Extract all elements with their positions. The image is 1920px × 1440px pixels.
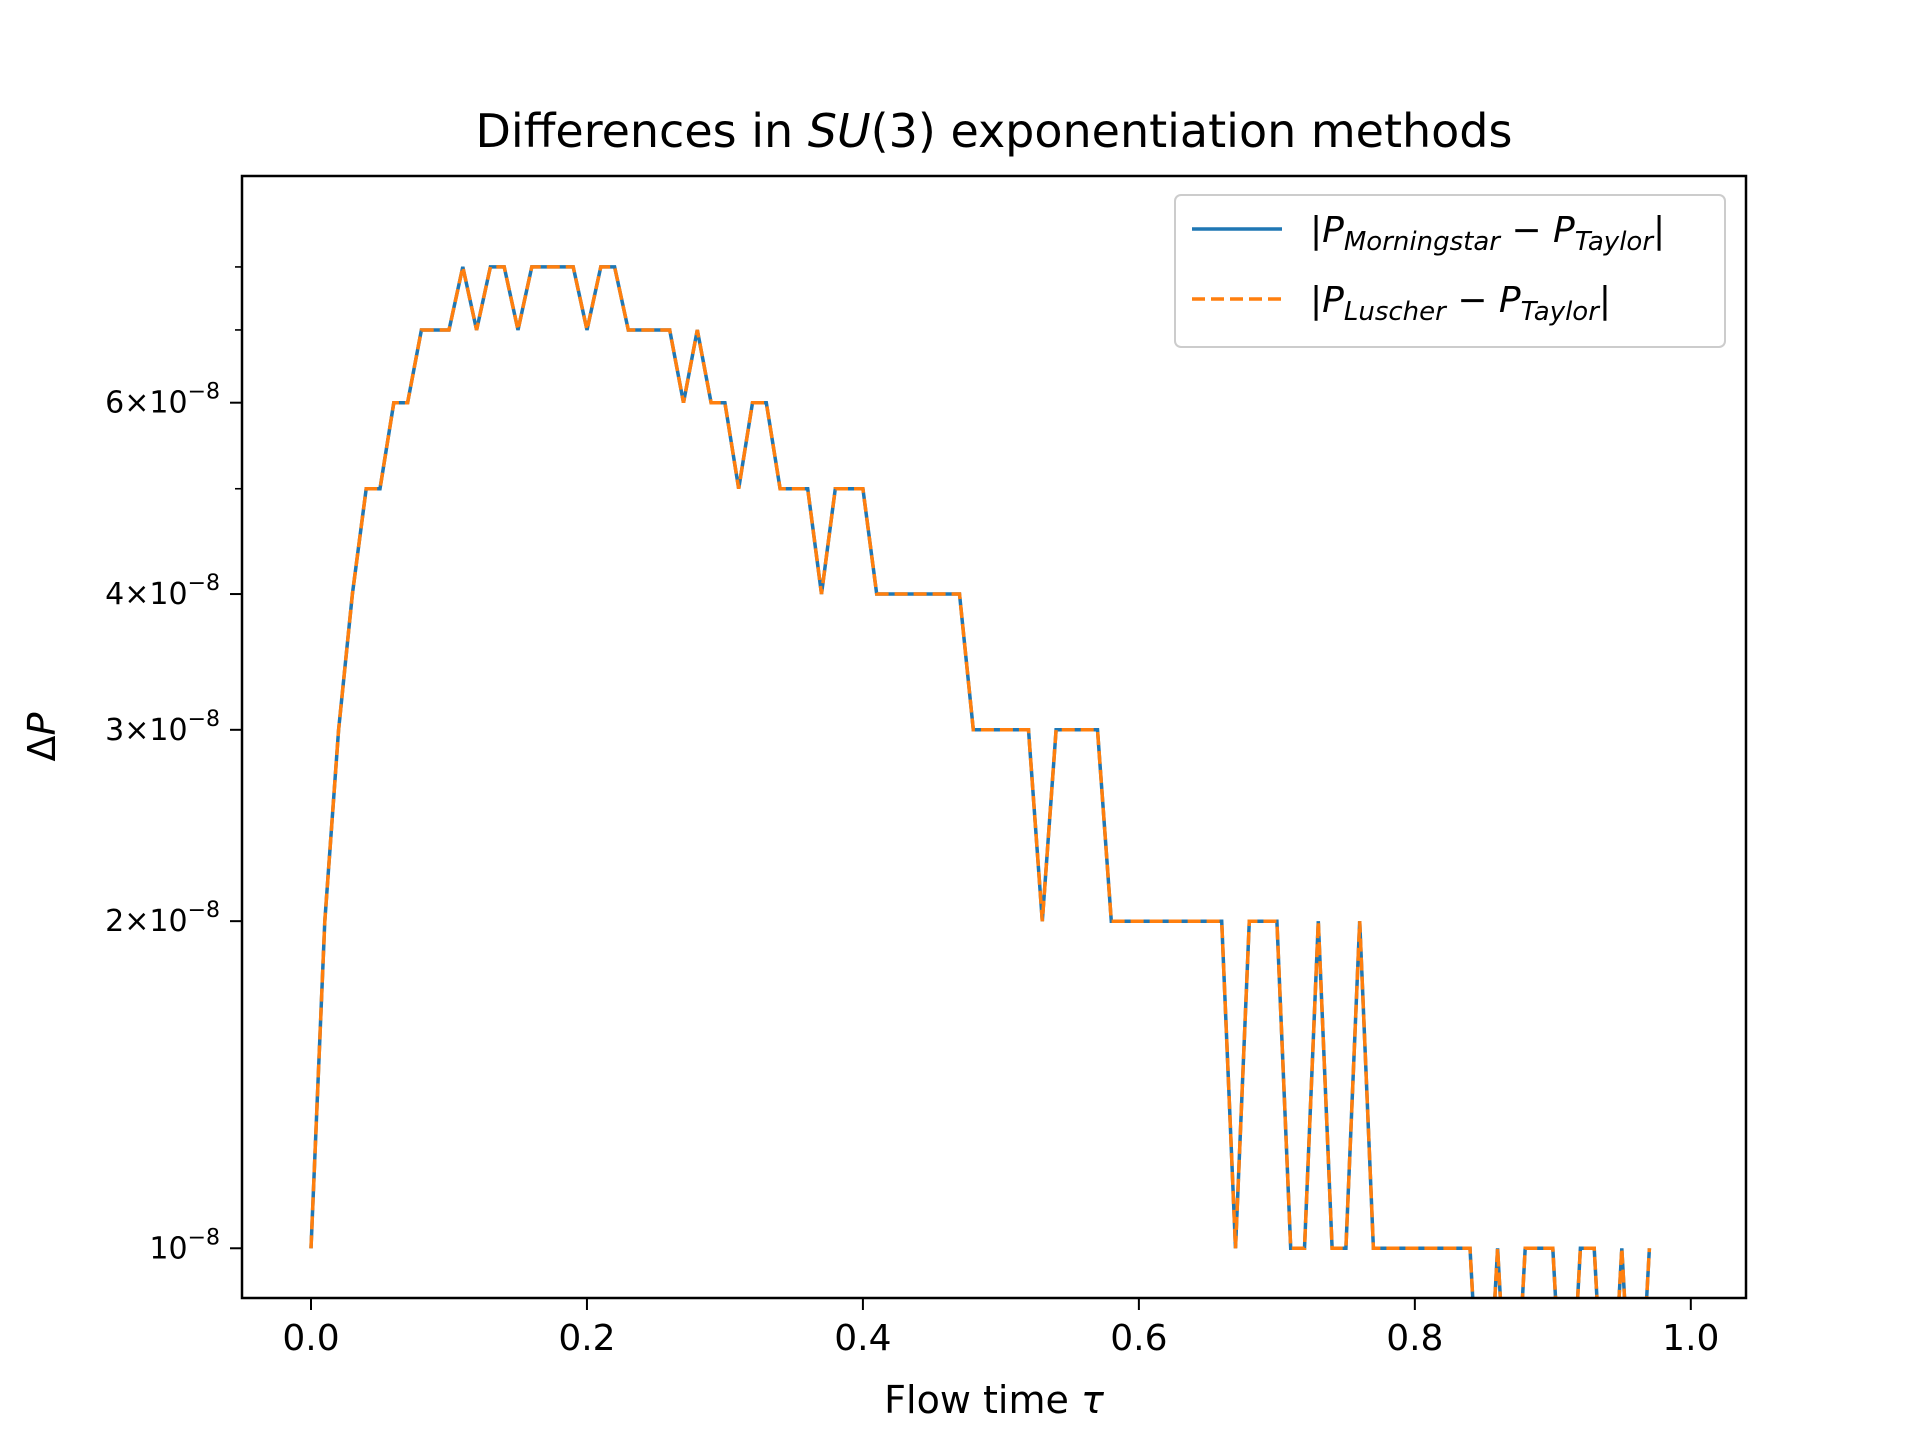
x-tick-label: 0.2 [558, 1318, 615, 1359]
legend-entry-luscher: |PLuscher − PTaylor| [1310, 280, 1611, 327]
series-lines [309, 265, 1652, 1298]
chart-title: Differences in SU(3) exponentiation meth… [476, 104, 1513, 158]
y-tick-label: 3×10−8 [105, 707, 220, 748]
x-tick-label: 0.4 [834, 1318, 891, 1359]
y-tick-label: 10−8 [149, 1225, 220, 1266]
series-line-luscher [309, 265, 1652, 1298]
x-axis: 0.0 0.2 0.4 0.6 0.8 1.0 [282, 1298, 1719, 1359]
x-tick-label: 0.6 [1110, 1318, 1167, 1359]
x-tick-label: 1.0 [1662, 1318, 1719, 1359]
y-tick-label: 6×10−8 [105, 380, 220, 421]
legend-entry-morningstar: |PMorningstar − PTaylor| [1310, 210, 1665, 257]
legend: |PMorningstar − PTaylor| |PLuscher − PTa… [1174, 194, 1726, 348]
x-tick-label: 0.8 [1386, 1318, 1443, 1359]
x-axis-label: Flow time τ [884, 1378, 1105, 1422]
y-axis: 10−8 2×10−8 3×10−8 4×10−8 6×10−8 [105, 266, 242, 1266]
y-tick-label: 2×10−8 [105, 898, 220, 939]
y-tick-label: 4×10−8 [105, 571, 220, 612]
series-line-morningstar [309, 265, 1652, 1298]
x-tick-label: 0.0 [282, 1318, 339, 1359]
legend-box [1174, 194, 1726, 348]
y-axis-label: ΔP [20, 712, 64, 761]
plot-frame [240, 174, 1748, 1300]
